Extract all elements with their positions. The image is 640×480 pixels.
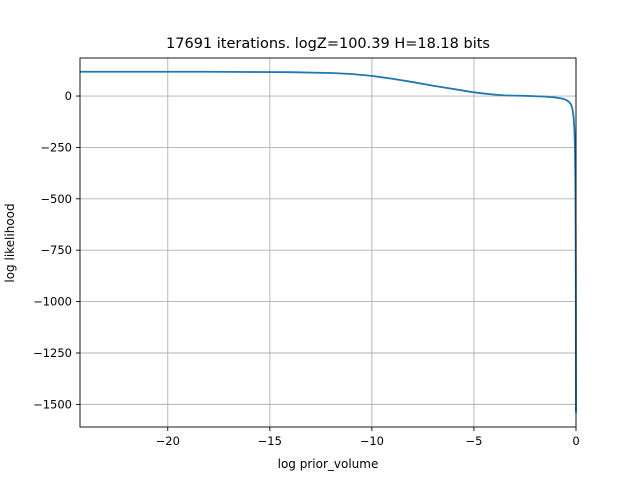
y-tick-label: 0 (65, 89, 72, 103)
plot-frame (79, 57, 577, 428)
y-tick-label: −500 (40, 192, 72, 206)
x-tick-label: −5 (465, 434, 482, 448)
y-tick-label: −1000 (33, 295, 72, 309)
chart-title: 17691 iterations. logZ=100.39 H=18.18 bi… (166, 36, 490, 52)
x-tick-label: −15 (258, 434, 282, 448)
y-tick-label: −1250 (33, 346, 72, 360)
grid-lines (80, 58, 577, 427)
tick-marks (76, 95, 577, 431)
y-tick-label: −750 (40, 243, 72, 257)
x-tick-label: −20 (156, 434, 180, 448)
series-layer (80, 70, 577, 413)
y-tick-label: −1500 (33, 397, 72, 411)
y-tick-label: −250 (40, 140, 72, 154)
x-tick-label: −10 (360, 434, 384, 448)
series-line (80, 70, 577, 413)
y-axis-label: log likelihood (3, 203, 17, 282)
x-axis-label: log prior_volume (278, 457, 379, 471)
x-tick-label: 0 (572, 434, 579, 448)
tick-labels: −20 −15 −10 −5 00−250−500−750−1000−1250−1500 (33, 89, 580, 448)
